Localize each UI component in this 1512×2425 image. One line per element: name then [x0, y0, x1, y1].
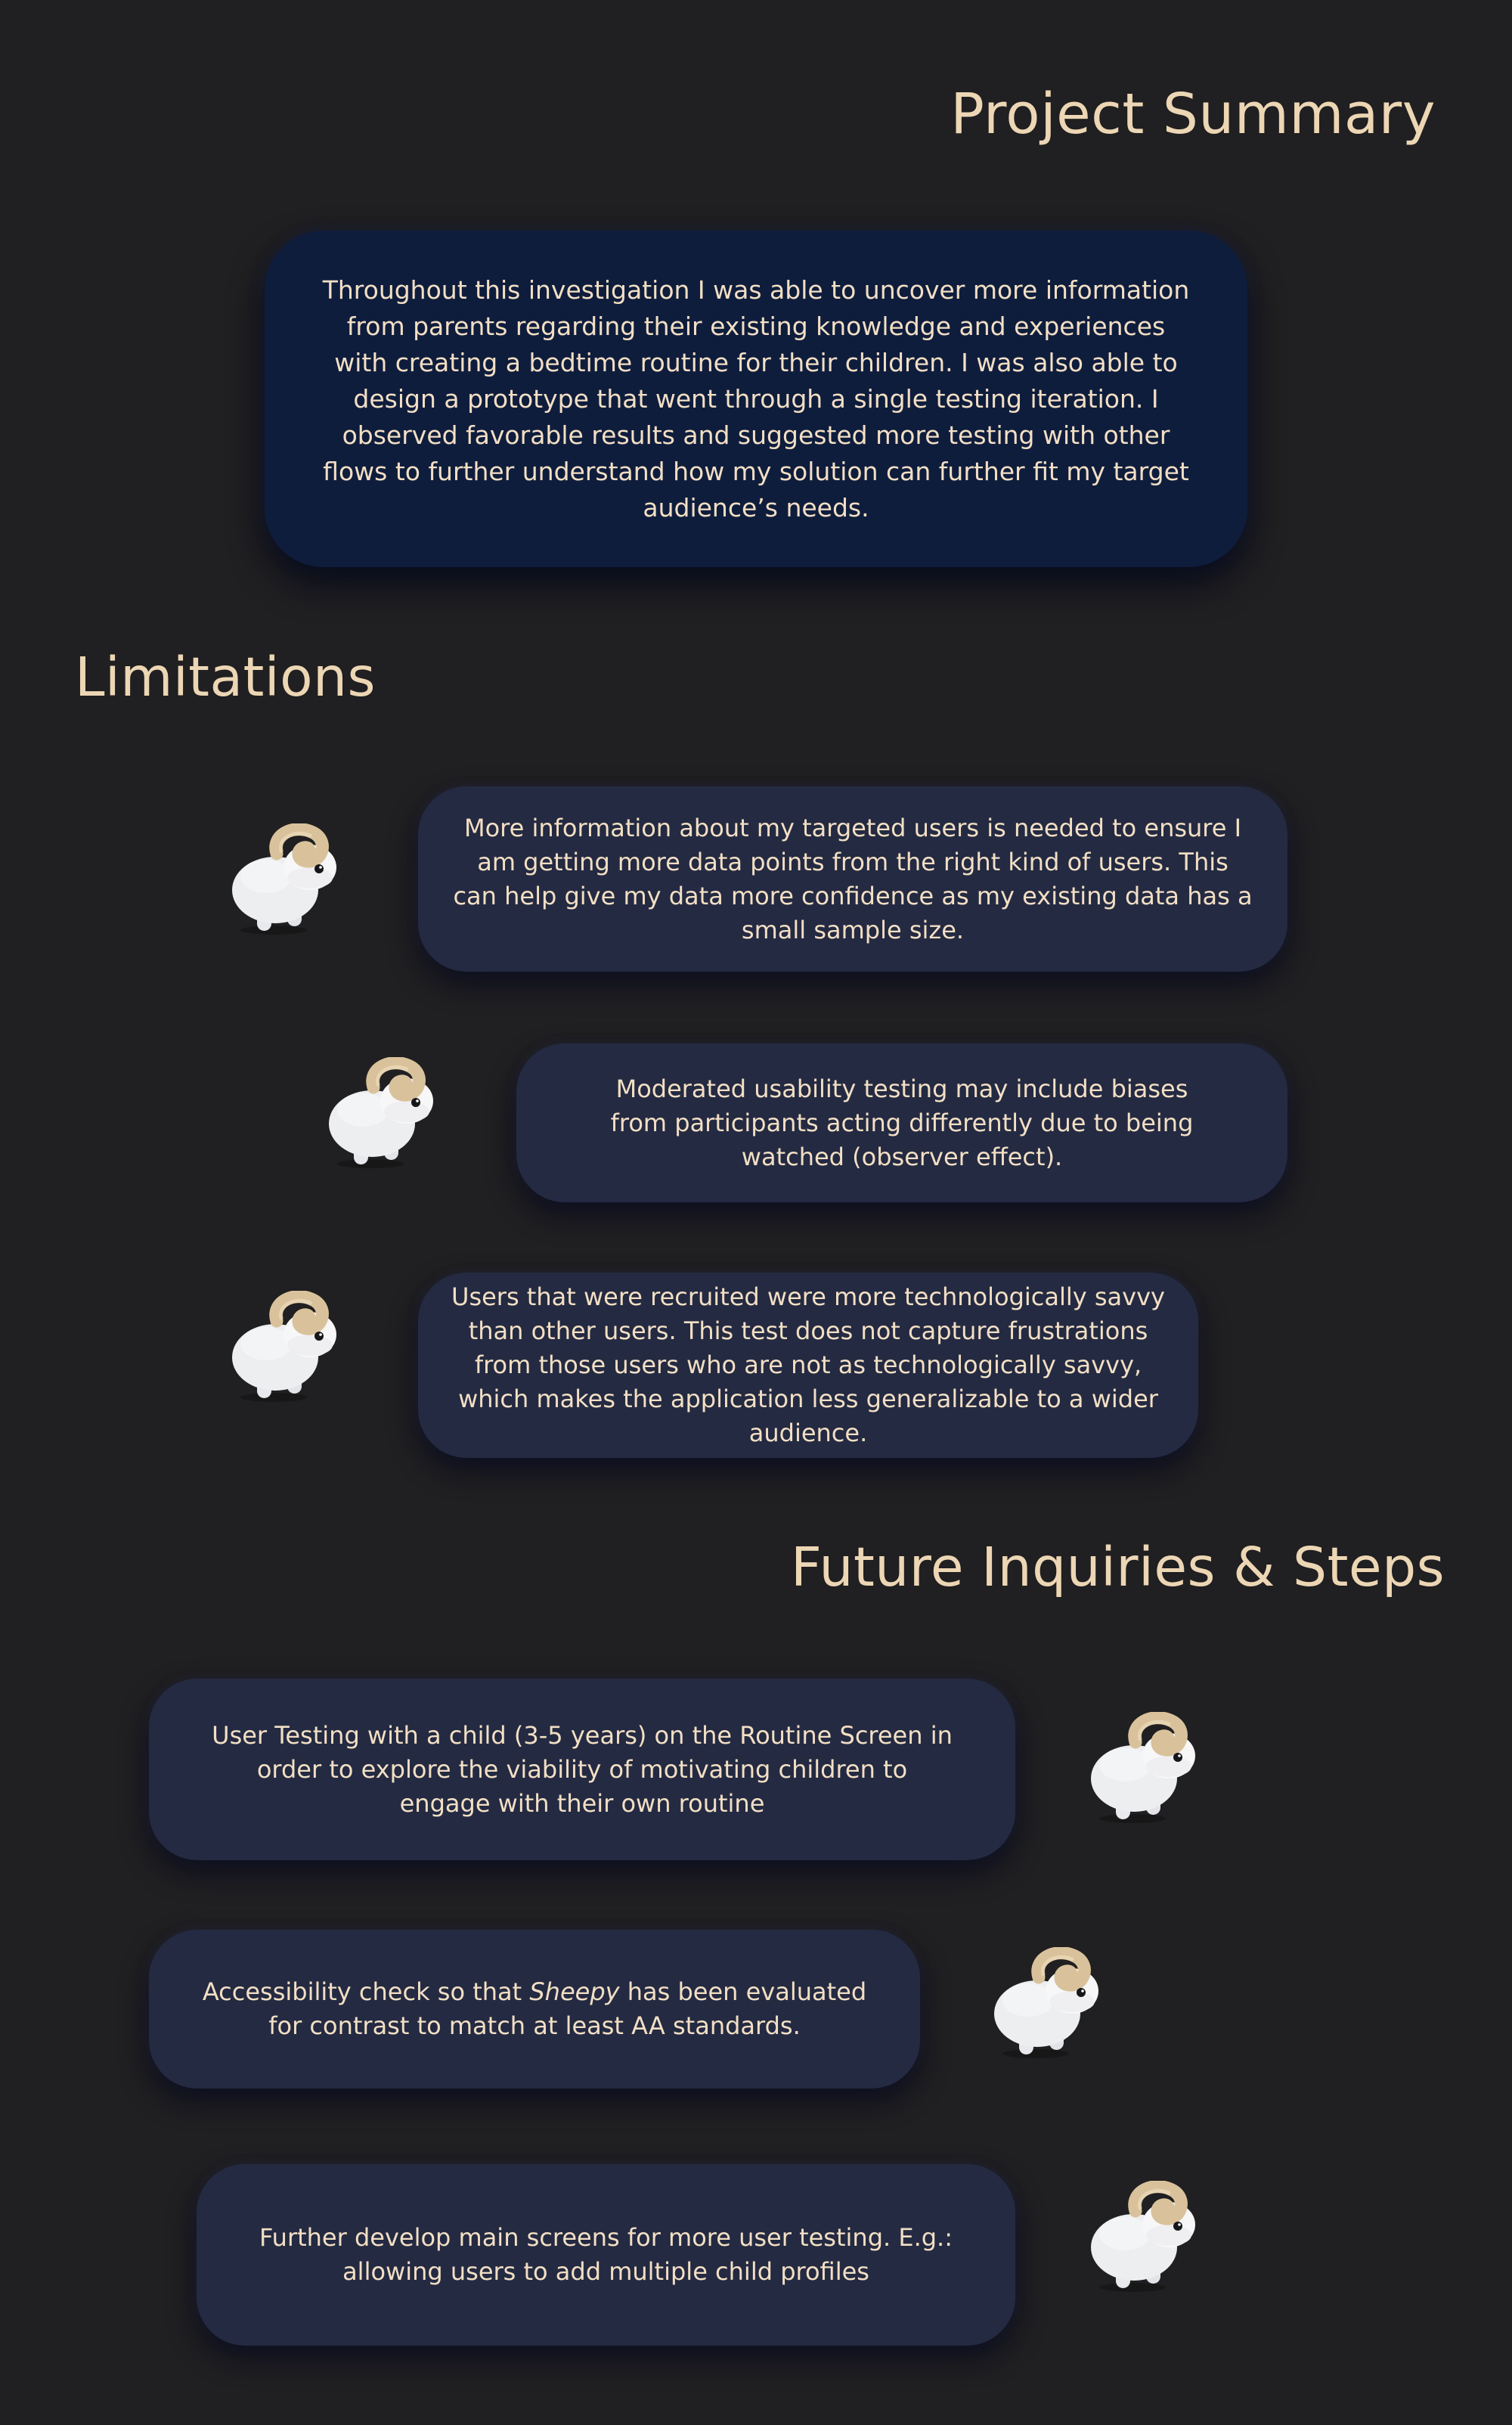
limitation-card: Users that were recruited were more tech… [418, 1273, 1198, 1458]
future-step-text-end: has been evaluated for contrast to match… [268, 1977, 867, 2040]
future-step-card: User Testing with a child (3-5 years) on… [149, 1679, 1015, 1860]
sheep-icon [227, 1291, 348, 1404]
future-step-text: User Testing with a child (3-5 years) on… [212, 1720, 953, 1818]
limitations-heading: Limitations [75, 646, 376, 709]
future-step-text-start: Accessibility check so that [202, 1977, 530, 2006]
future-step-text: Further develop main screens for more us… [259, 2223, 953, 2286]
project-summary-card: Throughout this investigation I was able… [265, 231, 1247, 567]
limitation-text: More information about my targeted users… [453, 813, 1253, 944]
sheep-icon [227, 823, 348, 937]
project-summary-text: Throughout this investigation I was able… [322, 274, 1190, 523]
limitation-text: Users that were recruited were more tech… [451, 1282, 1165, 1447]
sheep-icon [989, 1947, 1110, 2061]
project-summary-heading: Project Summary [950, 82, 1436, 147]
future-step-card: Accessibility check so that Sheepy has b… [149, 1930, 920, 2089]
limitation-card: Moderated usability testing may include … [516, 1043, 1287, 1202]
sheep-icon [1086, 1712, 1207, 1825]
limitation-card: More information about my targeted users… [418, 786, 1287, 972]
future-step-text: Accessibility check so that Sheepy has b… [194, 1975, 875, 2043]
limitation-text: Moderated usability testing may include … [610, 1074, 1194, 1171]
sheep-icon [1086, 2181, 1207, 2294]
sheep-icon [324, 1057, 445, 1171]
future-step-card: Further develop main screens for more us… [197, 2164, 1015, 2346]
future-steps-heading: Future Inquiries & Steps [791, 1536, 1445, 1599]
app-name-emphasis: Sheepy [529, 1977, 620, 2006]
